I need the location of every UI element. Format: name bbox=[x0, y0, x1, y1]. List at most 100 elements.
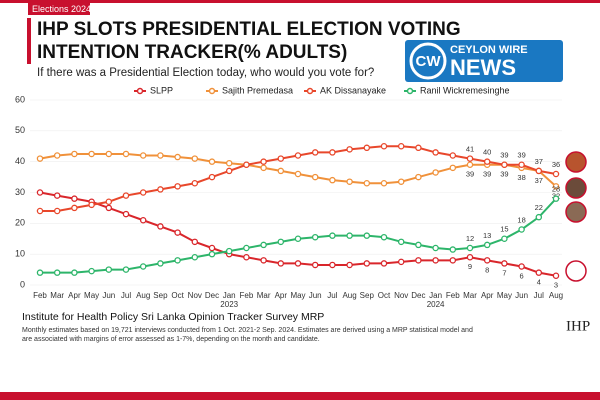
point bbox=[88, 201, 95, 209]
point bbox=[466, 253, 474, 261]
x-tick-label: Nov bbox=[188, 291, 202, 300]
y-tick-label: 30 bbox=[15, 187, 25, 197]
data-label: 36 bbox=[552, 160, 560, 169]
point bbox=[346, 178, 353, 185]
logo-top: CEYLON WIRE bbox=[450, 44, 528, 56]
point bbox=[36, 207, 44, 215]
data-label: 39 bbox=[500, 170, 508, 179]
point bbox=[518, 226, 525, 233]
y-tick-label: 10 bbox=[15, 249, 25, 259]
y-tick-label: 50 bbox=[15, 125, 25, 135]
x-tick-label: Aug bbox=[136, 291, 150, 300]
x-tick-label: Dec bbox=[411, 291, 425, 300]
point bbox=[208, 173, 216, 181]
point bbox=[157, 223, 164, 230]
point bbox=[174, 153, 181, 161]
legend-marker bbox=[208, 87, 216, 95]
title-accent bbox=[27, 18, 31, 64]
point bbox=[415, 144, 422, 152]
point bbox=[397, 142, 405, 150]
note-line: Monthly estimates based on 19,721 interv… bbox=[22, 327, 473, 334]
data-label: 37 bbox=[535, 176, 543, 185]
point bbox=[311, 233, 319, 241]
point bbox=[311, 149, 319, 156]
point bbox=[363, 232, 371, 239]
point bbox=[535, 167, 543, 175]
x-tick-label: Jun bbox=[515, 291, 528, 300]
data-label: 39 bbox=[517, 151, 525, 160]
point bbox=[380, 260, 388, 267]
year-label: 2024 bbox=[427, 300, 445, 309]
point bbox=[466, 161, 474, 168]
point bbox=[105, 198, 113, 205]
x-tick-label: Dec bbox=[205, 291, 219, 300]
point bbox=[260, 164, 267, 172]
x-tick-label: Apr bbox=[68, 291, 81, 300]
point bbox=[311, 173, 319, 181]
x-tick-label: Jun bbox=[309, 291, 322, 300]
point bbox=[243, 244, 250, 252]
x-tick-label: Jul bbox=[534, 291, 544, 300]
point bbox=[208, 244, 216, 252]
point bbox=[191, 155, 199, 162]
point bbox=[88, 150, 95, 158]
y-tick-label: 20 bbox=[15, 218, 25, 228]
point bbox=[71, 204, 78, 212]
point bbox=[191, 253, 199, 261]
data-label: 3 bbox=[554, 281, 558, 290]
data-label: 37 bbox=[535, 157, 543, 166]
point bbox=[277, 155, 285, 162]
bottom-bar bbox=[0, 392, 600, 400]
point bbox=[157, 186, 164, 193]
point bbox=[397, 238, 405, 246]
point bbox=[329, 149, 336, 156]
point bbox=[243, 161, 250, 168]
legend-label: Ranil Wickremesinghe bbox=[420, 85, 510, 95]
data-label: 6 bbox=[520, 271, 524, 280]
point bbox=[139, 216, 147, 224]
data-label: 8 bbox=[485, 265, 489, 274]
x-tick-label: Mar bbox=[50, 291, 64, 300]
brand: IHP bbox=[566, 318, 590, 334]
source: Institute for Health Policy Sri Lanka Op… bbox=[22, 311, 324, 323]
point bbox=[88, 267, 95, 275]
point bbox=[380, 179, 388, 187]
point bbox=[535, 213, 543, 221]
point bbox=[208, 158, 216, 165]
point bbox=[329, 176, 336, 184]
x-tick-label: Aug bbox=[342, 291, 356, 300]
point bbox=[277, 167, 285, 175]
tag-box bbox=[28, 3, 90, 15]
party-symbol bbox=[565, 260, 587, 282]
point bbox=[501, 235, 508, 242]
x-tick-label: Jan bbox=[223, 291, 236, 300]
point bbox=[157, 152, 164, 159]
logo: CW CEYLON WIRE NEWS bbox=[405, 40, 563, 82]
x-tick-label: Oct bbox=[171, 291, 184, 300]
data-label: 13 bbox=[483, 231, 491, 240]
point bbox=[449, 164, 457, 172]
point bbox=[397, 258, 405, 266]
point bbox=[329, 232, 336, 239]
point bbox=[518, 263, 525, 270]
subtitle: If there was a Presidential Election tod… bbox=[37, 67, 374, 79]
data-label: 40 bbox=[483, 148, 491, 157]
x-tick-label: Oct bbox=[378, 291, 391, 300]
point bbox=[105, 204, 113, 212]
x-tick-label: Feb bbox=[33, 291, 47, 300]
y-tick-label: 0 bbox=[20, 279, 25, 289]
point bbox=[518, 161, 525, 168]
x-tick-label: Sep bbox=[360, 291, 375, 300]
point bbox=[71, 150, 78, 158]
title-line: IHP SLOTS PRESIDENTIAL ELECTION VOTING bbox=[37, 19, 461, 40]
point bbox=[535, 269, 543, 276]
logo-ring bbox=[409, 42, 447, 80]
point bbox=[397, 178, 405, 185]
point bbox=[346, 261, 353, 269]
point bbox=[122, 150, 130, 158]
point bbox=[432, 169, 439, 176]
logo-mark: CW bbox=[416, 53, 442, 70]
point bbox=[294, 152, 302, 159]
